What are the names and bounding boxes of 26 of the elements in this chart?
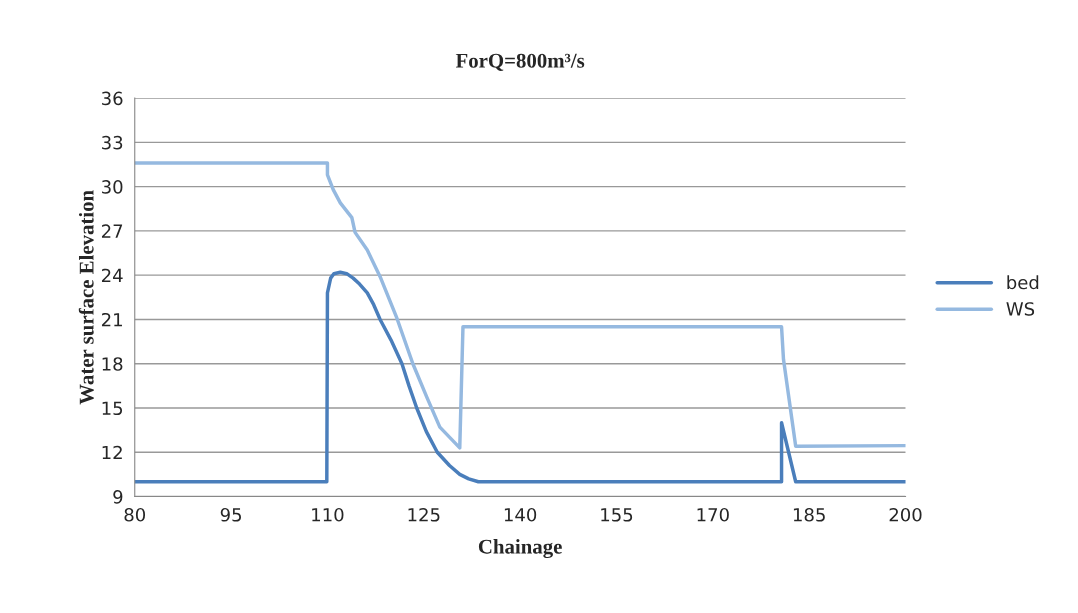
- x-tick-label: 155: [601, 508, 633, 522]
- y-tick-label: 33: [102, 135, 123, 150]
- y-tick-label: 24: [101, 268, 123, 283]
- x-tick-label: 95: [220, 507, 242, 522]
- y-tick-label: 27: [101, 224, 123, 238]
- y-tick-label: 15: [102, 401, 123, 416]
- y-tick-label: 36: [102, 91, 123, 106]
- x-tick-label: 140: [504, 507, 537, 522]
- line-series: [134, 161, 906, 450]
- y-axis-title: Water surface Elevation: [78, 190, 94, 405]
- y-tick-label: 12: [102, 445, 122, 460]
- x-tick-label: 110: [312, 507, 344, 522]
- x-tick-label: 80: [124, 507, 146, 522]
- legend-label: WS: [1006, 302, 1035, 316]
- legend-label: bed: [1007, 275, 1039, 290]
- y-tick-label: 18: [102, 357, 123, 371]
- y-tick-label: 21: [101, 312, 122, 327]
- x-axis-title: Chainage: [478, 539, 562, 559]
- y-tick-label: 30: [102, 180, 123, 194]
- chart-title: ForQ=800m³/s: [455, 53, 585, 71]
- y-tick-label: 9: [113, 489, 123, 504]
- line-series: [134, 270, 906, 484]
- x-tick-label: 185: [793, 507, 825, 522]
- x-tick-label: 170: [697, 507, 729, 522]
- x-tick-label: 125: [408, 507, 440, 522]
- x-tick-label: 200: [889, 507, 922, 522]
